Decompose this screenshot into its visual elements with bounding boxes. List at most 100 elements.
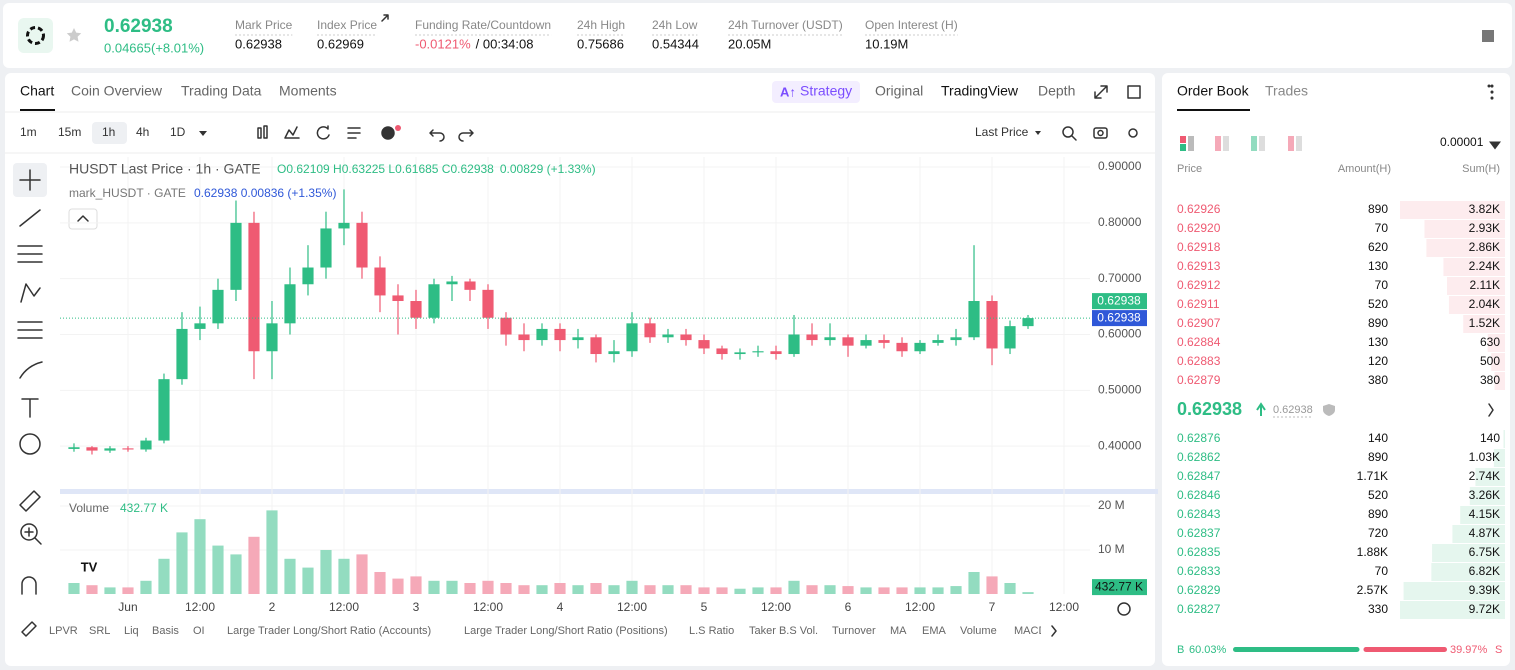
indicator[interactable]: Volume [960,625,997,637]
strategy-pill[interactable] [772,81,860,103]
indicator[interactable]: MA [890,625,907,637]
chart-tab[interactable]: Trading Data [181,83,262,99]
book-layout-icons[interactable] [1180,84,1501,151]
volume-bar [212,545,224,594]
book-price[interactable]: 0.62912 [1177,278,1221,292]
indicator[interactable]: OI [193,625,205,637]
volume-bar [410,576,422,594]
book-sum: 2.24K [1469,259,1500,273]
book-amount: 1.71K [1357,469,1388,483]
indicator[interactable]: Turnover [832,625,876,637]
indicator[interactable]: SRL [89,625,110,637]
indicator[interactable]: MACD [1014,625,1046,637]
mark-values: 0.62938 0.00836 (+1.35%) [194,186,336,200]
interval[interactable]: 4h [136,125,149,139]
book-sum: 2.04K [1469,297,1500,311]
candle-body [104,448,116,451]
book-price[interactable]: 0.62883 [1177,354,1221,368]
book-price[interactable]: 0.62835 [1177,545,1221,559]
tv-logo-glyph: TV [81,559,98,574]
book-price[interactable]: 0.62843 [1177,507,1221,521]
book-price[interactable]: 0.62913 [1177,259,1221,273]
depth-bar [1475,468,1505,486]
interval[interactable]: 15m [58,125,81,139]
book-tab[interactable]: Order Book [1177,83,1250,99]
candle-body [554,328,566,341]
book-sum: 4.87K [1469,526,1500,540]
depth-bar [1403,582,1505,600]
indicator[interactable]: Large Trader Long/Short Ratio (Positions… [464,625,668,637]
view-tab[interactable]: TradingView [941,83,1019,99]
volume-bar [752,587,764,594]
book-sum: 1.52K [1469,316,1500,330]
depth-bar [1424,220,1505,238]
view-tab[interactable]: Depth [1038,83,1075,99]
book-sum: 630 [1480,335,1500,349]
menu-icon[interactable] [1482,30,1494,42]
book-price[interactable]: 0.62829 [1177,583,1221,597]
stat-value: -0.0121% [415,36,471,51]
indicator[interactable]: Basis [152,625,179,637]
volume-bar [914,587,926,594]
indicator[interactable]: L.S Ratio [689,625,734,637]
candle-body [878,340,890,343]
volume-bar [626,580,638,594]
settings-icon[interactable] [1117,602,1131,616]
stat-value: 0.62938 [235,36,282,51]
book-price[interactable]: 0.62847 [1177,469,1221,483]
book-price[interactable]: 0.62833 [1177,564,1221,578]
candle-body [518,334,530,341]
candle-body [914,342,926,352]
book-amount: 890 [1368,450,1388,464]
chart-tab[interactable]: Moments [279,83,337,99]
book-price[interactable]: 0.62876 [1177,431,1221,445]
candle-body [716,348,728,355]
volume-current-label: 432.77 K [1095,579,1143,593]
depth-bar [1400,201,1505,219]
pane-divider [60,489,1158,494]
candle-body [662,334,674,338]
interval[interactable]: 1m [20,125,37,139]
depth-bar [1426,239,1505,257]
chart-tab[interactable]: Coin Overview [71,83,163,99]
volume-bar [104,587,116,594]
collapse-legend[interactable] [68,208,98,230]
book-price[interactable]: 0.62837 [1177,526,1221,540]
volume-bar [428,580,440,594]
book-tab[interactable]: Trades [1265,83,1308,99]
indicator[interactable]: Liq [124,625,139,637]
stat-value: 20.05M [728,36,771,51]
chart-tab[interactable]: Chart [20,83,54,99]
drawing-tools[interactable] [17,169,1494,637]
book-price[interactable]: 0.62862 [1177,450,1221,464]
panel-icons[interactable] [257,85,1141,142]
indicator[interactable]: LPVR [49,625,78,637]
mark-price-box [1092,310,1147,327]
indicator[interactable]: Large Trader Long/Short Ratio (Accounts) [227,625,431,637]
interval[interactable]: 1D [170,125,186,139]
candle-body [968,301,980,338]
volume-bar [374,571,386,594]
precision[interactable]: 0.00001 [1440,135,1484,149]
interval[interactable]: 1h [102,125,115,139]
price-source[interactable]: Last Price [975,125,1029,139]
book-price[interactable]: 0.62918 [1177,240,1221,254]
book-amount: 890 [1368,316,1388,330]
indicator[interactable]: Taker B.S Vol. [749,625,818,637]
view-tab[interactable]: Strategy [800,83,852,99]
book-price[interactable]: 0.62827 [1177,602,1221,616]
book-price[interactable]: 0.62879 [1177,373,1221,387]
book-price[interactable]: 0.62846 [1177,488,1221,502]
book-price[interactable]: 0.62884 [1177,335,1221,349]
book-price[interactable]: 0.62907 [1177,316,1221,330]
indicator[interactable]: EMA [922,625,947,637]
view-tab[interactable]: Original [875,83,923,99]
book-sum: 9.39K [1469,583,1500,597]
book-price[interactable]: 0.62926 [1177,202,1221,216]
candle-body [896,342,908,352]
volume-bar [392,578,404,594]
favorite-star[interactable] [66,28,82,42]
volume-bar [140,580,152,594]
book-price[interactable]: 0.62911 [1177,297,1220,311]
book-price[interactable]: 0.62920 [1177,221,1221,235]
